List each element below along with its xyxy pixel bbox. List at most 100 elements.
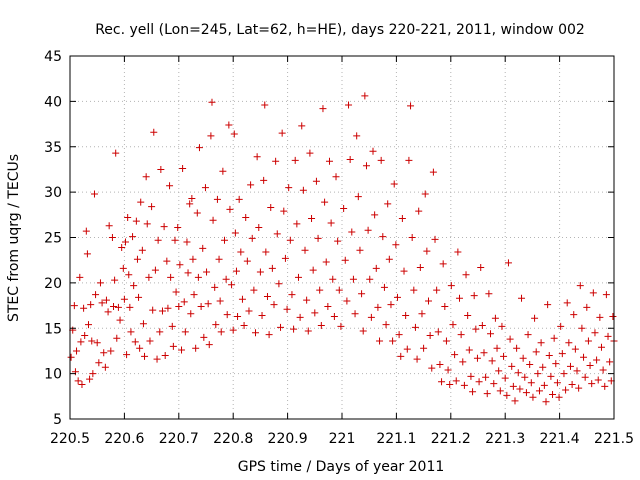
data-point (571, 345, 579, 353)
y-tick-label: 20 (44, 276, 62, 292)
data-points (67, 92, 618, 406)
data-point (231, 229, 239, 237)
data-point (581, 373, 589, 381)
data-point (268, 264, 276, 272)
data-point (526, 361, 534, 369)
data-point (116, 316, 124, 324)
data-point (500, 352, 508, 360)
data-point (491, 314, 499, 322)
data-point (361, 92, 369, 100)
data-point (334, 237, 342, 245)
data-point (485, 290, 493, 298)
data-point (150, 128, 158, 136)
data-point (529, 393, 537, 401)
data-point (139, 320, 147, 328)
data-point (248, 234, 256, 242)
data-point (237, 248, 245, 256)
data-point (193, 209, 201, 217)
data-point (565, 339, 573, 347)
data-point (389, 337, 397, 345)
data-point (82, 227, 90, 235)
data-point (127, 328, 135, 336)
data-point (291, 156, 299, 164)
data-point (452, 377, 460, 385)
data-point (416, 263, 424, 271)
data-point (133, 255, 141, 263)
x-tick-label: 221 (329, 431, 356, 447)
data-point (531, 314, 539, 322)
data-point (186, 200, 194, 208)
data-point (387, 301, 395, 309)
data-point (359, 327, 367, 335)
data-point (400, 267, 408, 275)
data-point (371, 211, 379, 219)
data-point (429, 168, 437, 176)
data-point (483, 390, 491, 398)
data-point (353, 132, 361, 140)
data-point (545, 351, 553, 359)
data-point (415, 207, 423, 215)
data-point (164, 304, 172, 312)
data-point (270, 301, 278, 309)
data-point (311, 309, 319, 317)
data-point (537, 339, 545, 347)
data-point (550, 334, 558, 342)
data-point (410, 286, 418, 294)
data-point (89, 370, 97, 378)
data-point (201, 184, 209, 192)
data-point (348, 228, 356, 236)
data-point (160, 223, 168, 231)
data-point (604, 332, 612, 340)
data-point (272, 157, 280, 165)
data-point (602, 291, 610, 299)
data-point (345, 101, 353, 109)
data-point (495, 367, 503, 375)
data-point (215, 255, 223, 263)
data-point (81, 332, 89, 340)
data-point (107, 347, 115, 355)
data-point (321, 198, 329, 206)
data-point (576, 282, 584, 290)
data-point (245, 307, 253, 315)
data-point (192, 344, 200, 352)
data-point (606, 358, 614, 366)
y-axis-label: STEC from uqrg / TECUs (6, 154, 22, 322)
data-point (83, 250, 91, 258)
data-point (95, 359, 103, 367)
data-point (337, 322, 345, 330)
data-point (477, 263, 485, 271)
data-point (527, 379, 535, 387)
data-point (262, 248, 270, 256)
data-point (309, 266, 317, 274)
data-point (380, 283, 388, 291)
data-point (503, 391, 511, 399)
data-point (179, 165, 187, 173)
data-point (230, 130, 238, 138)
data-point (273, 230, 281, 238)
data-point (335, 286, 343, 294)
data-point (385, 255, 393, 263)
data-point (132, 217, 140, 225)
data-point (208, 98, 216, 106)
data-point (408, 234, 416, 241)
data-point (475, 378, 483, 386)
data-point (509, 382, 517, 390)
data-point (366, 275, 374, 283)
data-point (104, 308, 112, 316)
x-tick-label: 221.5 (594, 431, 634, 447)
x-tick-label: 220.6 (104, 431, 144, 447)
data-point (261, 101, 269, 109)
data-point (130, 282, 138, 290)
data-point (411, 323, 419, 331)
data-point (135, 293, 143, 301)
x-tick-labels: 220.5 220.6 220.7 220.8 220.9 221 221.1 221.2 22… (50, 431, 634, 447)
data-point (398, 214, 406, 222)
data-point (142, 173, 150, 181)
data-point (67, 353, 75, 361)
data-point (593, 356, 601, 364)
data-point (256, 268, 264, 276)
data-point (203, 268, 211, 276)
data-point (586, 361, 594, 369)
data-point (522, 389, 530, 397)
